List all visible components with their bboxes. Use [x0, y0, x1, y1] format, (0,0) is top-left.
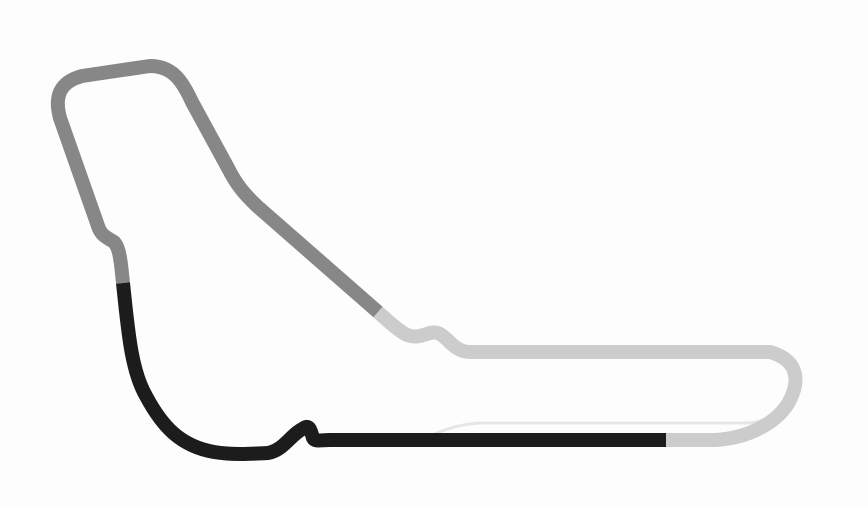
track-sector-1	[116, 282, 666, 461]
track-sector-3	[50, 59, 383, 318]
track-sector-2	[373, 306, 803, 447]
